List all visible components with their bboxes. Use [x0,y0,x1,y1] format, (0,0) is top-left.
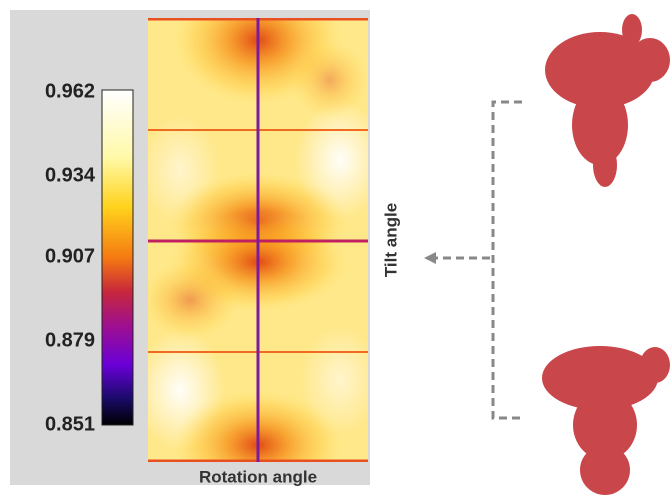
arrow-head [424,252,436,264]
protein-bottom [542,346,670,495]
colorbar-tick-label: 0.907 [45,245,95,267]
colorbar [102,90,133,425]
protein-top [545,14,670,187]
colorbar-tick-label: 0.851 [45,413,95,435]
colorbar-tick-label: 0.934 [45,164,96,186]
heatmap [135,0,385,495]
x-axis-label: Rotation angle [199,467,317,486]
colorbar-tick-label: 0.879 [45,329,95,351]
y-axis-label: Tilt angle [381,203,400,277]
figure: Rotation angle Tilt angle 0.962 0.934 0.90… [0,0,670,495]
connector [432,102,522,418]
colorbar-tick-label: 0.962 [45,80,95,102]
